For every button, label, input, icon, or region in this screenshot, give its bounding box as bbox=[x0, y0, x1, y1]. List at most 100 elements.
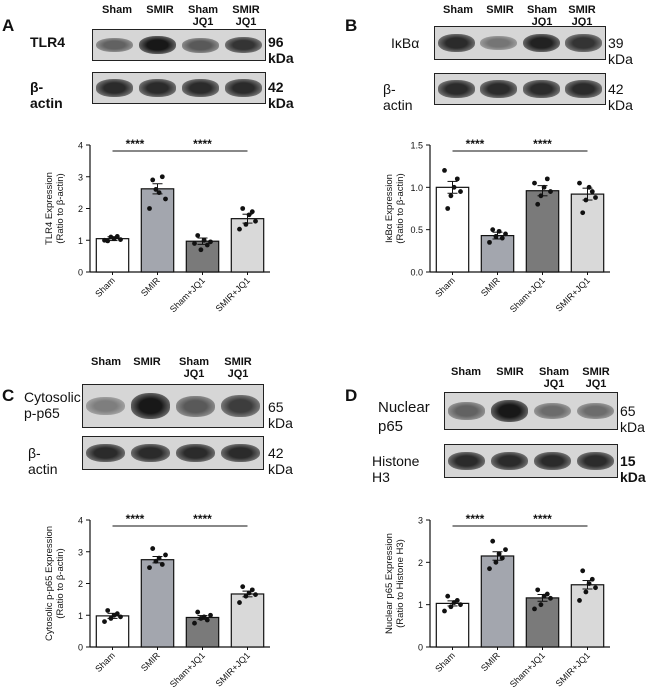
data-point bbox=[204, 617, 210, 623]
blot-label: Cytosolic p-p65 bbox=[24, 389, 81, 421]
blot-band bbox=[95, 79, 134, 97]
data-point bbox=[195, 609, 201, 615]
blot-band bbox=[181, 37, 220, 53]
blot-band bbox=[175, 395, 216, 417]
x-tick-label: SMIR bbox=[479, 650, 502, 673]
y-tick-label: 3 bbox=[418, 516, 423, 526]
lane-label: Sham JQ1 bbox=[188, 4, 218, 28]
data-point bbox=[204, 242, 210, 248]
data-point bbox=[583, 197, 589, 203]
blot-band bbox=[130, 443, 171, 463]
blot-band bbox=[437, 33, 475, 53]
bar-chart: 0 1 2 3 Nuclear p65 Expression (Ratio to Hist… bbox=[384, 512, 610, 689]
y-tick-label: 0 bbox=[418, 643, 423, 653]
blot-band bbox=[437, 80, 475, 98]
western-blot bbox=[434, 26, 606, 60]
data-point bbox=[544, 176, 550, 182]
data-point bbox=[163, 196, 168, 202]
data-point bbox=[487, 566, 492, 572]
panel-label: B bbox=[345, 16, 358, 35]
data-point bbox=[493, 559, 499, 565]
data-point bbox=[156, 190, 162, 196]
x-tick-label: Sham+JQ1 bbox=[168, 275, 207, 314]
western-blot bbox=[92, 72, 266, 104]
blot-band bbox=[480, 35, 518, 51]
data-point bbox=[535, 201, 541, 207]
significance-label: **** bbox=[193, 137, 212, 151]
lane-label: Sham JQ1 bbox=[539, 366, 569, 390]
x-tick-label: SMIR bbox=[479, 275, 502, 298]
x-tick-label: SMIR bbox=[139, 275, 162, 298]
data-point bbox=[102, 619, 107, 624]
data-point bbox=[246, 590, 252, 596]
blot-label: IκBα bbox=[391, 35, 420, 51]
data-point bbox=[201, 614, 207, 620]
y-tick-label: 1 bbox=[78, 611, 83, 621]
y-axis-label: TLR4 Expression bbox=[44, 172, 55, 245]
data-point bbox=[114, 611, 120, 617]
lane-label: SMIR JQ1 bbox=[582, 366, 610, 390]
y-axis-label: (Ratio to Histone H3) bbox=[395, 539, 406, 628]
data-point bbox=[150, 546, 156, 551]
lane-label: SMIR JQ1 bbox=[224, 356, 252, 380]
blot-label: β-actin bbox=[28, 445, 58, 477]
data-point bbox=[538, 602, 544, 608]
data-point bbox=[458, 189, 463, 194]
blot-band bbox=[576, 451, 615, 471]
bar bbox=[230, 218, 265, 273]
data-point bbox=[580, 210, 586, 216]
blot-band bbox=[522, 33, 560, 53]
data-point bbox=[593, 195, 598, 200]
kda-label: 96 kDa bbox=[268, 34, 294, 66]
y-axis-label: Cytosolic p-p65 Expression bbox=[44, 526, 55, 641]
data-point bbox=[496, 228, 502, 234]
data-point bbox=[583, 589, 589, 595]
data-point bbox=[243, 221, 249, 227]
blot-band bbox=[85, 443, 126, 463]
lane-label: Sham bbox=[443, 4, 473, 16]
data-point bbox=[445, 206, 451, 211]
kda-label: 42 kDa bbox=[268, 445, 293, 477]
panel-label: D bbox=[345, 386, 358, 405]
lane-label: SMIR JQ1 bbox=[232, 4, 260, 28]
data-point bbox=[532, 606, 537, 612]
x-tick-label: Sham bbox=[433, 275, 457, 299]
x-tick-label: Sham+JQ1 bbox=[168, 650, 207, 689]
lane-label: SMIR bbox=[486, 4, 514, 16]
y-tick-label: 2 bbox=[78, 579, 83, 589]
lane-label: Sham JQ1 bbox=[527, 4, 557, 28]
y-tick-label: 0.5 bbox=[410, 225, 423, 235]
data-point bbox=[253, 592, 258, 598]
y-axis-label: Nuclear p65 Expression bbox=[384, 533, 395, 634]
y-tick-label: 3 bbox=[78, 547, 83, 557]
data-point bbox=[577, 598, 582, 603]
western-blot bbox=[82, 436, 264, 470]
y-tick-label: 3 bbox=[78, 172, 83, 182]
x-tick-label: Sham+JQ1 bbox=[508, 275, 547, 314]
lane-label: SMIR bbox=[146, 4, 174, 16]
data-point bbox=[490, 227, 496, 233]
y-tick-label: 1.5 bbox=[410, 141, 423, 151]
data-point bbox=[445, 593, 451, 599]
blot-band bbox=[490, 400, 529, 422]
data-point bbox=[147, 206, 152, 211]
data-point bbox=[589, 576, 595, 582]
data-point bbox=[208, 612, 213, 618]
data-point bbox=[243, 593, 249, 599]
data-point bbox=[153, 558, 159, 564]
x-tick-label: Sham bbox=[93, 275, 117, 299]
blot-band bbox=[138, 35, 177, 55]
data-point bbox=[442, 168, 447, 173]
blot-band bbox=[138, 79, 177, 97]
blot-label: TLR4 bbox=[30, 34, 65, 50]
data-point bbox=[454, 598, 460, 603]
blot-band bbox=[224, 79, 263, 97]
y-tick-label: 1 bbox=[418, 600, 423, 610]
blot-band bbox=[533, 451, 572, 471]
data-point bbox=[237, 600, 242, 605]
blot-band bbox=[480, 80, 518, 98]
data-point bbox=[544, 591, 550, 597]
bar bbox=[480, 555, 515, 648]
bar bbox=[570, 193, 605, 273]
data-point bbox=[246, 212, 252, 218]
